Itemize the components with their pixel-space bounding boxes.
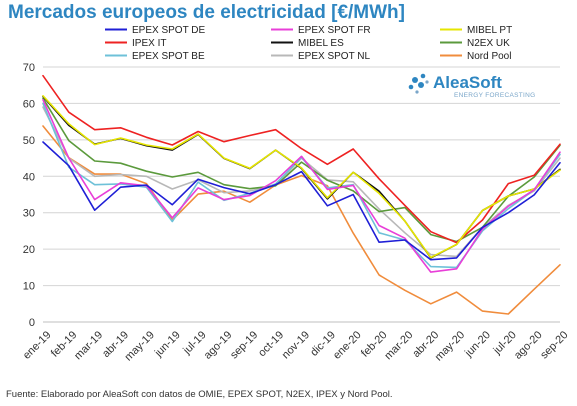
x-tick-label: ene-19 bbox=[21, 329, 54, 362]
logo-name: AleaSoft bbox=[433, 73, 502, 92]
logo-dot-icon bbox=[421, 74, 426, 79]
x-tick-label: sep-19 bbox=[228, 329, 260, 361]
y-tick-label: 0 bbox=[29, 317, 35, 329]
x-tick-label: jun-20 bbox=[462, 329, 493, 360]
y-tick-label: 10 bbox=[23, 281, 35, 293]
legend-label: EPEX SPOT FR bbox=[298, 25, 371, 36]
x-tick-label: mar-19 bbox=[72, 329, 105, 362]
source-note: Fuente: Elaborado por AleaSoft con datos… bbox=[6, 389, 393, 400]
legend-label: EPEX SPOT BE bbox=[132, 51, 205, 62]
logo-dot-icon bbox=[412, 77, 418, 83]
legend-item: N2EX UK bbox=[440, 38, 510, 49]
logo-dot-icon bbox=[409, 85, 414, 90]
y-tick-label: 20 bbox=[23, 244, 35, 256]
legend-item: IPEX IT bbox=[105, 38, 166, 49]
legend-label: MIBEL PT bbox=[467, 25, 512, 36]
logo-dot-icon bbox=[425, 80, 428, 83]
series-line bbox=[43, 100, 560, 272]
x-tick-label: ago-19 bbox=[202, 329, 235, 362]
legend-item: MIBEL ES bbox=[271, 38, 344, 49]
legend-item: EPEX SPOT NL bbox=[271, 51, 371, 62]
legend-label: N2EX UK bbox=[467, 38, 510, 49]
y-tick-label: 70 bbox=[23, 62, 35, 74]
legend-label: EPEX SPOT NL bbox=[298, 51, 371, 62]
series-line bbox=[43, 107, 560, 256]
y-tick-label: 60 bbox=[23, 98, 35, 110]
legend-item: Nord Pool bbox=[440, 51, 511, 62]
legend-item: EPEX SPOT BE bbox=[105, 51, 205, 62]
legend-item: MIBEL PT bbox=[440, 25, 512, 36]
series-line bbox=[43, 97, 560, 258]
series-line bbox=[43, 142, 560, 260]
x-tick-label: ene-20 bbox=[331, 329, 364, 362]
y-tick-label: 50 bbox=[23, 135, 35, 147]
x-tick-label: sep-20 bbox=[538, 329, 570, 361]
legend-item: EPEX SPOT FR bbox=[271, 25, 371, 36]
x-tick-label: mar-20 bbox=[382, 329, 415, 362]
legend-label: EPEX SPOT DE bbox=[132, 25, 206, 36]
series-lines bbox=[43, 76, 560, 314]
logo-tagline: ENERGY FORECASTING bbox=[454, 92, 536, 99]
y-tick-label: 40 bbox=[23, 171, 35, 183]
legend-label: Nord Pool bbox=[467, 51, 511, 62]
logo-dot-icon bbox=[415, 90, 418, 93]
aleasoft-logo: AleaSoft ENERGY FORECASTING bbox=[409, 73, 536, 99]
x-tick-label: nov-19 bbox=[280, 329, 312, 361]
y-tick-label: 30 bbox=[23, 208, 35, 220]
legend: EPEX SPOT DE EPEX SPOT FR MIBEL PT IPEX IT M… bbox=[105, 25, 512, 62]
legend-label: MIBEL ES bbox=[298, 38, 344, 49]
legend-label: IPEX IT bbox=[132, 38, 166, 49]
logo-dot-icon bbox=[418, 82, 424, 88]
x-tick-label: ago-20 bbox=[512, 329, 545, 362]
legend-item: EPEX SPOT DE bbox=[105, 25, 206, 36]
x-tick-label: jun-19 bbox=[152, 329, 183, 360]
